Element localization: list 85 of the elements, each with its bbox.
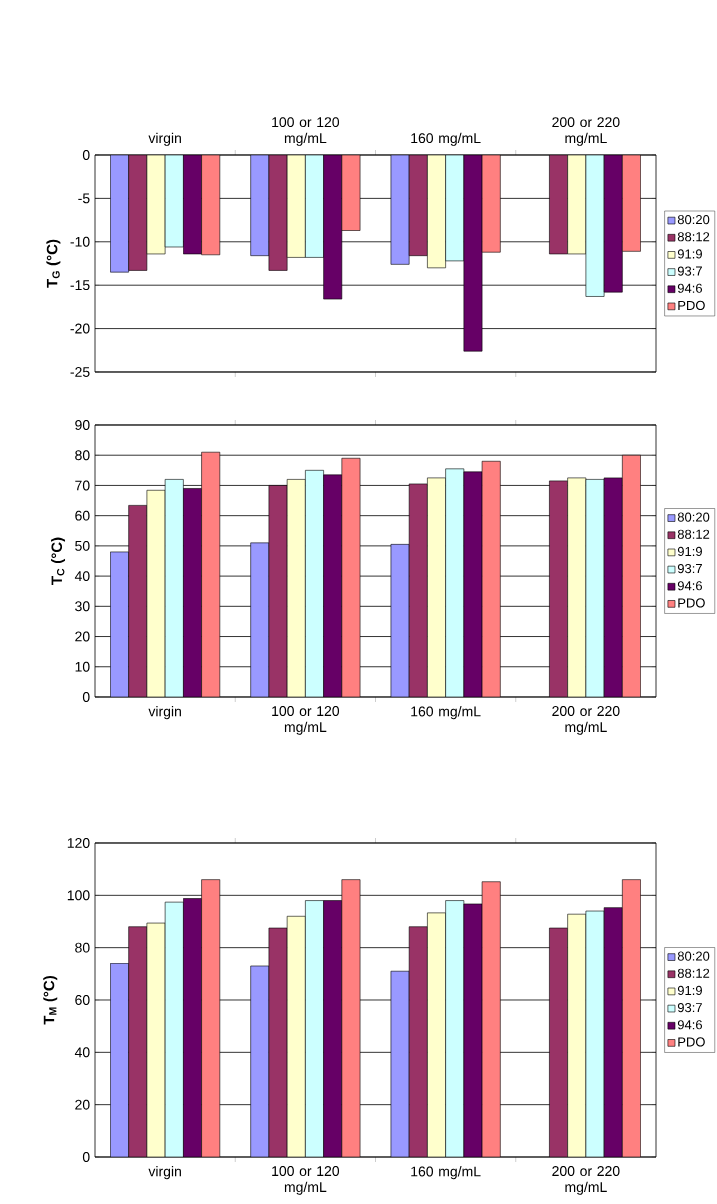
bar [165, 902, 184, 1157]
bar [445, 900, 465, 1157]
legend-label: 91:9 [677, 985, 702, 996]
bar [128, 926, 147, 1157]
legend-label: 91:9 [677, 546, 702, 557]
bar [622, 879, 641, 1157]
bar [603, 907, 623, 1157]
legend-label: 93:7 [677, 563, 702, 574]
legend-label: 91:9 [677, 249, 702, 259]
bar [622, 454, 641, 697]
y-tick-label: 0 [82, 692, 90, 702]
y-tick-label: 90 [75, 420, 90, 430]
x-tick-label: 100 or 120 mg/mL [272, 1166, 340, 1195]
bar [287, 916, 306, 1157]
legend-label: PDO [678, 1037, 705, 1047]
bar [286, 479, 306, 697]
legend-label: 88:12 [677, 232, 710, 242]
bar [427, 477, 446, 697]
bar [390, 970, 410, 1157]
x-tick-label: 100 or 120 mg/mL [272, 706, 340, 735]
x-tick-label: virgin [148, 1166, 181, 1180]
bar [427, 912, 446, 1157]
y-tick-label: 50 [75, 540, 90, 551]
y-tick-label: 0 [82, 150, 90, 160]
legend-label: 93:7 [677, 266, 702, 276]
y-tick-label: -15 [70, 280, 90, 291]
legend-label: PDO [678, 598, 705, 608]
legend-label: PDO [678, 300, 705, 311]
y-tick-label: 60 [75, 510, 90, 521]
y-tick-label: 80 [75, 942, 90, 953]
y-axis-title: T$_{M}$ (°C) [43, 976, 58, 1025]
x-tick-label: virgin [148, 132, 181, 146]
bar [201, 451, 221, 697]
y-tick-label: 120 [67, 838, 90, 848]
x-tick-label: 200 or 220 mg/mL [552, 117, 620, 146]
y-tick-label: 0 [82, 1152, 90, 1162]
legend-label: 94:6 [677, 581, 703, 591]
x-tick-label: virgin [148, 706, 181, 720]
y-axis-title: T$_{G}$ (°C) [46, 239, 61, 288]
y-tick-label: 20 [75, 1099, 90, 1110]
x-tick-label: 100 or 120 mg/mL [272, 117, 340, 146]
bar [110, 963, 129, 1157]
y-tick-label: -10 [70, 236, 90, 247]
bar [183, 898, 202, 1157]
bar [445, 468, 465, 697]
legend-label: 80:20 [677, 214, 710, 225]
legend-label: 94:6 [677, 1020, 703, 1030]
y-tick-label: 40 [74, 1047, 90, 1058]
bar [481, 460, 501, 697]
bar [549, 927, 568, 1157]
bar [305, 470, 324, 697]
x-tick-label: 160 mg/mL [411, 706, 481, 720]
y-tick-label: 70 [75, 480, 90, 491]
bar [201, 879, 220, 1157]
x-tick-label: 160 mg/mL [411, 132, 481, 146]
y-axis-title: T$_{C}$ (°C) [51, 537, 66, 585]
bar [567, 913, 587, 1157]
bar [341, 457, 361, 697]
y-tick-label: 80 [75, 450, 90, 461]
y-tick-label: -20 [70, 323, 90, 334]
y-tick-label: -5 [78, 193, 90, 204]
y-tick-label: 30 [75, 601, 90, 612]
legend-label: 88:12 [677, 529, 710, 539]
bar [408, 926, 428, 1157]
y-tick-label: 100 [67, 890, 90, 901]
x-tick-label: 200 or 220 mg/mL [552, 706, 620, 735]
bar [164, 479, 184, 697]
y-tick-label: -25 [70, 367, 90, 377]
legend-label: 80:20 [677, 951, 710, 961]
bar [323, 900, 342, 1157]
y-tick-label: 10 [75, 661, 90, 672]
bar [341, 879, 361, 1157]
legend-label: 80:20 [677, 512, 710, 522]
bar [481, 881, 501, 1157]
legend-label: 93:7 [677, 1002, 702, 1013]
y-tick-label: 40 [74, 571, 90, 582]
bar [305, 900, 324, 1157]
x-tick-label: 160 mg/mL [411, 1166, 481, 1180]
bar [567, 477, 587, 697]
x-tick-label: 200 or 220 mg/mL [552, 1166, 620, 1195]
legend-label: 88:12 [677, 968, 710, 978]
y-tick-label: 60 [75, 995, 90, 1005]
y-tick-label: 20 [75, 631, 90, 642]
bar [250, 965, 269, 1157]
legend-label: 94:6 [677, 283, 703, 293]
